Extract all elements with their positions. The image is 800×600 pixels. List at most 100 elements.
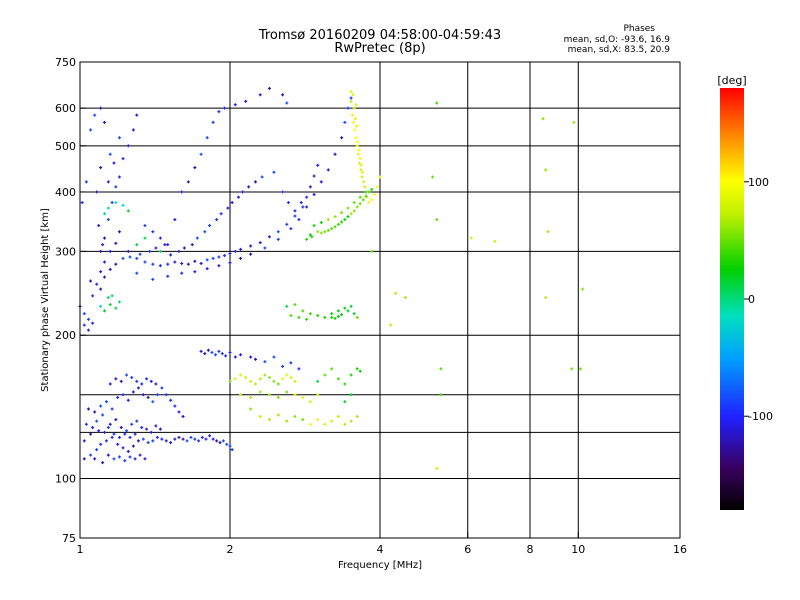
data-point: [352, 106, 356, 110]
data-point: [185, 439, 189, 443]
data-point: [305, 195, 309, 199]
y-tick-label: 400: [55, 186, 76, 199]
data-point: [312, 193, 316, 197]
data-point: [340, 136, 344, 140]
y-tick-label: 750: [55, 56, 76, 69]
data-point: [357, 148, 361, 152]
data-point: [117, 455, 121, 459]
data-point: [253, 382, 257, 386]
data-point: [151, 230, 155, 234]
data-point: [336, 222, 340, 226]
data-point: [208, 224, 212, 228]
data-point: [123, 432, 127, 436]
data-point: [117, 300, 121, 304]
data-point: [367, 190, 371, 194]
data-point: [364, 190, 368, 194]
data-point: [95, 419, 99, 423]
data-point: [286, 201, 290, 205]
data-point: [110, 407, 114, 411]
data-point: [204, 437, 208, 441]
data-point: [301, 205, 305, 209]
x-tick-label: 16: [673, 543, 687, 556]
x-axis-label: Frequency [MHz]: [338, 560, 422, 571]
data-point: [205, 267, 209, 271]
data-point: [351, 93, 355, 97]
data-point: [89, 453, 93, 457]
data-point: [151, 262, 155, 266]
data-point: [356, 140, 360, 144]
data-point: [285, 304, 289, 308]
data-point: [281, 364, 285, 368]
data-point: [149, 379, 153, 383]
data-point: [293, 209, 297, 213]
data-point: [121, 446, 125, 450]
data-point: [375, 185, 379, 189]
x-tick-label: 8: [527, 543, 534, 556]
data-point: [164, 393, 168, 397]
data-point: [352, 201, 356, 205]
data-point: [572, 120, 576, 124]
data-point: [305, 237, 309, 241]
data-point: [263, 246, 267, 250]
data-point: [180, 261, 184, 265]
data-point: [86, 328, 90, 332]
data-point: [358, 195, 362, 199]
data-point: [370, 249, 374, 253]
data-point: [241, 190, 245, 194]
data-point: [155, 393, 159, 397]
data-point: [99, 249, 103, 253]
data-point: [319, 221, 323, 225]
data-point: [114, 306, 118, 310]
data-point: [319, 231, 323, 235]
data-point: [158, 264, 162, 268]
data-point: [258, 241, 262, 245]
data-point: [308, 400, 312, 404]
data-point: [358, 157, 362, 161]
stats-x-mode: mean, sd,X: 83.5, 20.9: [567, 45, 670, 55]
data-point: [149, 430, 153, 434]
data-point: [126, 449, 130, 453]
data-point: [493, 239, 497, 243]
data-point: [141, 437, 145, 441]
data-point: [99, 442, 103, 446]
data-point: [146, 441, 150, 445]
data-point: [293, 414, 297, 418]
data-point: [89, 128, 93, 132]
data-point: [228, 350, 232, 354]
data-point: [86, 317, 90, 321]
x-tick-label: 6: [464, 543, 471, 556]
data-point: [93, 410, 97, 414]
data-point: [217, 255, 221, 259]
data-point: [101, 461, 105, 465]
y-axis-label: Stationary phase Virtual Height [km]: [40, 208, 51, 392]
data-point: [305, 317, 309, 321]
data-point: [99, 166, 103, 170]
data-point: [193, 437, 197, 441]
data-point: [340, 211, 344, 215]
data-point: [336, 377, 340, 381]
data-point: [326, 168, 330, 172]
data-point: [82, 457, 86, 461]
data-point: [181, 414, 185, 418]
data-point: [316, 314, 320, 318]
data-point: [340, 220, 344, 224]
data-point: [193, 259, 197, 263]
data-point: [356, 152, 360, 156]
data-point: [355, 315, 359, 319]
data-point: [136, 439, 140, 443]
data-point: [112, 457, 116, 461]
colorbar-gradient: [720, 88, 744, 510]
data-point: [336, 314, 340, 318]
data-point: [140, 425, 144, 429]
data-point: [293, 303, 297, 307]
data-point: [285, 101, 289, 105]
data-point: [217, 264, 221, 268]
stats-o-mode: mean, sd,O: -93.6, 16.9: [563, 35, 670, 45]
data-point: [546, 230, 550, 234]
data-point: [91, 294, 95, 298]
data-point: [117, 136, 121, 140]
data-point: [326, 228, 330, 232]
data-point: [289, 361, 293, 365]
data-point: [99, 404, 103, 408]
data-point: [358, 161, 362, 165]
